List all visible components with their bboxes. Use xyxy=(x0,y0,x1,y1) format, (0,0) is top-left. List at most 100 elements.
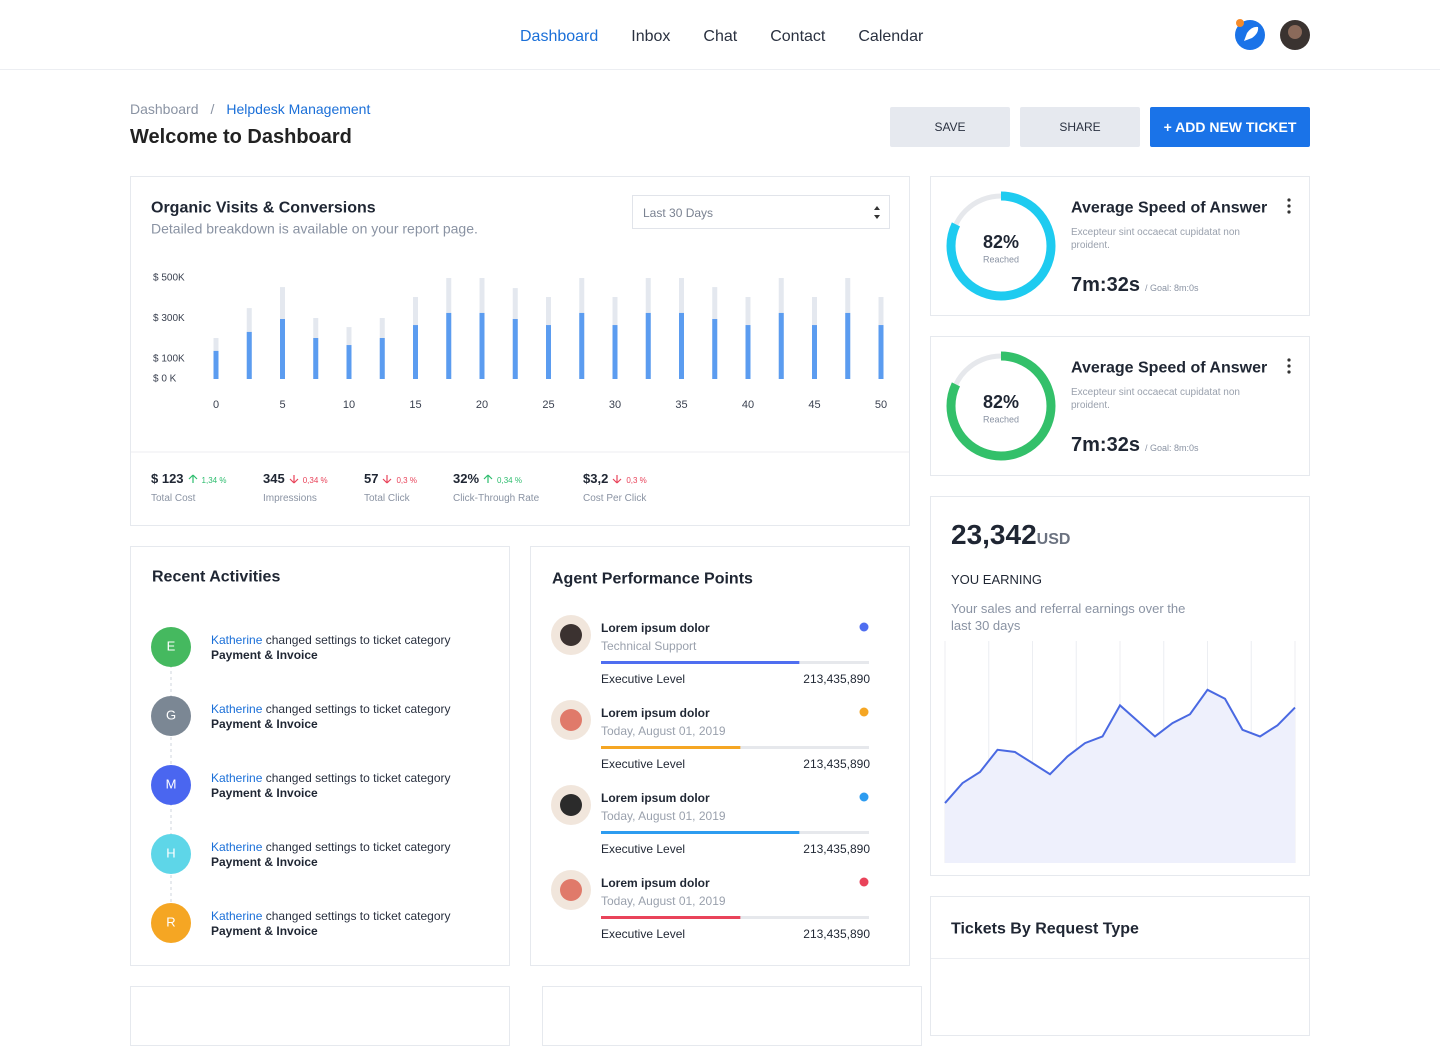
kpi: $ 123 1,34 % xyxy=(151,471,226,486)
activity-user[interactable]: Katherine xyxy=(211,633,263,647)
top-bar xyxy=(0,0,1440,70)
agent-role: Today, August 01, 2019 xyxy=(601,808,726,823)
activities-card: Recent Activities E G M H R Katherine changed … xyxy=(130,546,510,966)
breadcrumb-item[interactable]: Helpdesk Management xyxy=(226,101,371,117)
ring-label: 82% xyxy=(983,392,1019,412)
menu-dot xyxy=(1287,370,1291,374)
agent-avatar-face xyxy=(560,879,582,901)
breadcrumb-item[interactable]: Dashboard xyxy=(130,101,199,117)
earnings-amount-row: 23,342 USD xyxy=(951,519,1070,551)
menu-dot xyxy=(1287,198,1291,202)
bar xyxy=(479,312,485,379)
kpi-label: Click-Through Rate xyxy=(453,493,540,504)
x-tick-label: 0 xyxy=(213,399,219,411)
kpi: 57 0,3 % xyxy=(364,471,417,486)
trend-arrow xyxy=(483,474,493,483)
y-tick-label: $ 300K xyxy=(153,313,185,324)
nav-item[interactable]: Dashboard xyxy=(520,28,599,45)
activity-initial: E xyxy=(167,638,176,653)
activity-category: Payment & Invoice xyxy=(211,855,318,869)
agent-dot xyxy=(859,877,869,887)
x-tick-label: 50 xyxy=(875,399,887,411)
y-tick-label: $ 0 K xyxy=(153,374,177,385)
nav-item[interactable]: Inbox xyxy=(631,28,671,45)
bar xyxy=(280,319,285,379)
bar xyxy=(712,319,718,379)
bar xyxy=(379,337,385,379)
activity-user[interactable]: Katherine xyxy=(211,771,263,785)
bar xyxy=(778,312,784,379)
time-value: 7m:32s xyxy=(1071,274,1140,296)
action-button[interactable]: + ADD NEW TICKET xyxy=(1150,107,1310,147)
activity-text: Katherine changed settings to ticket cat… xyxy=(211,840,451,854)
arrow xyxy=(188,474,197,483)
kpi-value: $ 123 xyxy=(151,471,184,486)
nav-item[interactable]: Chat xyxy=(703,28,738,45)
nav-item[interactable]: Calendar xyxy=(858,28,924,45)
notification-dot xyxy=(1236,19,1244,27)
x-tick-label: 25 xyxy=(542,399,554,411)
bar xyxy=(346,345,352,379)
card-title: Recent Activities xyxy=(152,568,281,586)
activity-action: changed settings to ticket category xyxy=(265,633,451,647)
agent-role: Today, August 01, 2019 xyxy=(601,723,726,738)
x-tick-label: 15 xyxy=(409,399,421,411)
kpi-value: $3,2 xyxy=(583,471,609,486)
agent-points: 213,435,890 xyxy=(803,926,870,941)
kpi-label: Cost Per Click xyxy=(583,493,647,504)
agent-name: Lorem ipsum dolor xyxy=(601,875,710,890)
activity-user[interactable]: Katherine xyxy=(211,840,263,854)
chart-subtitle: Detailed breakdown is available on your … xyxy=(151,220,478,237)
agent-points: 213,435,890 xyxy=(803,841,870,856)
earnings-currency: USD xyxy=(1036,531,1071,548)
agent-avatar-face xyxy=(560,624,582,646)
rocket-icon xyxy=(1244,26,1259,41)
graphic: 82% Reached xyxy=(946,191,1291,301)
card-title: Agent Performance Points xyxy=(552,570,753,588)
y-tick-label: $ 500K xyxy=(153,273,185,284)
progress-bar xyxy=(601,916,741,919)
agent-dot xyxy=(859,622,869,632)
kpi: 32% 0,34 % xyxy=(453,471,522,486)
graphic xyxy=(944,641,1296,863)
activity-category: Payment & Invoice xyxy=(211,924,318,938)
x-tick-label: 35 xyxy=(675,399,687,411)
ring-caption: Reached xyxy=(983,414,1019,424)
time-value: 7m:32s xyxy=(1071,434,1140,456)
graphic: $ 500K $ 300K $ 100K $ 0 K 0 5 10 15 20 25 30 35 40 4… xyxy=(131,273,909,453)
bar xyxy=(812,325,817,379)
bar xyxy=(579,312,585,379)
range-select[interactable]: Last 30 Days xyxy=(632,195,890,229)
activity-text: Katherine changed settings to ticket cat… xyxy=(211,771,451,785)
goal: / Goal: 8m:0s xyxy=(1144,283,1199,293)
activity-text: Katherine changed settings to ticket cat… xyxy=(211,909,451,923)
nav-item[interactable]: Contact xyxy=(770,28,826,45)
activity-action: changed settings to ticket category xyxy=(265,702,451,716)
range-select-label: Last 30 Days xyxy=(643,205,714,220)
agent-avatar-face xyxy=(560,709,582,731)
kpi-change: 0,34 % xyxy=(497,476,522,485)
agent-name: Lorem ipsum dolor xyxy=(601,620,710,635)
ring-label: 82% xyxy=(983,232,1019,252)
agent-level: Executive Level xyxy=(601,671,686,686)
activity-avatar xyxy=(151,903,191,943)
action-button[interactable]: SHARE xyxy=(1020,107,1140,147)
divider xyxy=(931,958,1309,959)
bar xyxy=(546,325,551,379)
x-tick-label: 40 xyxy=(742,399,754,411)
chart-title: Organic Visits & Conversions xyxy=(151,199,376,217)
kpi-value: 345 xyxy=(263,471,285,486)
area-line xyxy=(944,688,1296,804)
activity-action: changed settings to ticket category xyxy=(265,840,451,854)
bar xyxy=(845,312,851,379)
kpi-value: 32% xyxy=(453,471,480,486)
kpi-label: Total Cost xyxy=(151,493,196,504)
action-button[interactable]: SAVE xyxy=(890,107,1010,147)
kpi: $3,2 0,3 % xyxy=(583,471,647,486)
x-tick-label: 5 xyxy=(279,399,285,411)
bar xyxy=(878,325,884,379)
trend-arrow xyxy=(383,475,392,484)
activity-user[interactable]: Katherine xyxy=(211,909,263,923)
card-description: Excepteur sint occaecat cupidatat non pr… xyxy=(1071,387,1240,411)
activity-user[interactable]: Katherine xyxy=(211,702,263,716)
